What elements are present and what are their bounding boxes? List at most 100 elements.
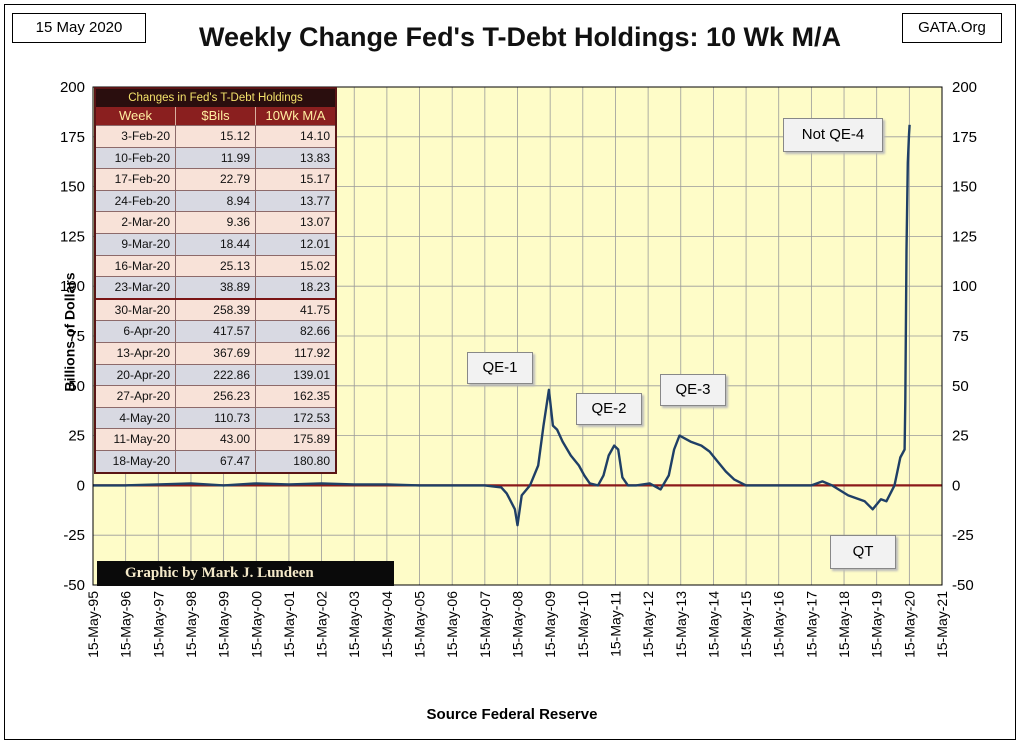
table-bils-cell: 43.00 [175,429,255,450]
table-week-cell: 2-Mar-20 [121,215,170,230]
table-bils-cell: 22.79 [175,169,255,190]
table-row: 17-Feb-20 22.79 15.17 [96,168,335,190]
y-tick-label-right: 125 [952,228,977,245]
table-bils-cell: 258.39 [175,299,255,321]
table-header-week: Week [119,108,152,123]
x-tick-label: 15-May-18 [836,591,852,658]
table-row: 16-Mar-20 25.13 15.02 [96,254,335,277]
holdings-table: Changes in Fed's T-Debt Holdings Week $B… [94,87,337,474]
y-tick-label-left: 100 [60,278,85,295]
x-tick-label: 15-May-13 [673,591,689,658]
table-week-cell: 24-Feb-20 [114,193,170,208]
table-row: 4-May-20 110.73 172.53 [96,406,335,429]
x-tick-label: 15-May-98 [183,591,199,658]
x-tick-label: 15-May-04 [379,591,395,658]
table-week-cell: 17-Feb-20 [114,172,170,187]
y-tick-label-right: 75 [952,328,969,345]
y-tick-label-right: -50 [952,577,974,594]
x-tick-label: 15-May-21 [934,591,950,658]
table-ma-cell: 13.83 [255,147,335,169]
table-week-cell: 11-May-20 [113,432,170,447]
x-axis-label: Source Federal Reserve [426,706,598,723]
x-tick-label: 15-May-20 [901,591,917,658]
x-tick-label: 15-May-10 [575,591,591,658]
table-bils-cell: 367.69 [175,342,255,364]
y-tick-label-right: 0 [952,477,960,494]
table-bils-cell: 222.86 [175,364,255,386]
x-tick-label: 15-May-12 [640,591,656,658]
table-ma-cell: 172.53 [255,407,335,429]
table-bils-cell: 110.73 [175,407,255,429]
y-tick-label-left: -25 [63,527,85,544]
table-bils-cell: 15.12 [175,126,255,147]
y-axis-label: Billions of Dollars [61,272,78,392]
table-week-cell: 3-Feb-20 [121,129,170,143]
table-row: 20-Apr-20 222.86 139.01 [96,363,335,386]
table-week-cell: 20-Apr-20 [116,367,170,382]
table-ma-cell: 117.92 [255,342,335,364]
table-row: 9-Mar-20 18.44 12.01 [96,232,335,255]
y-tick-label-left: 25 [68,428,85,445]
x-tick-label: 15-May-03 [346,591,362,658]
x-tick-label: 15-May-01 [281,591,297,658]
table-row: 24-Feb-20 8.94 13.77 [96,189,335,212]
y-tick-label-left: 75 [68,328,85,345]
site-label: GATA.Org [902,13,1002,43]
x-tick-label: 15-May-95 [85,591,101,658]
table-header-ma: 10Wk M/A [255,107,335,125]
table-bils-cell: 67.47 [175,450,255,472]
plot-area: -50 -50 -25 -25 0 0 25 25 50 50 75 75 100 100 125 125 15… [60,79,977,658]
table-row: 13-Apr-20 367.69 117.92 [96,341,335,364]
credit-label: Graphic by Mark J. Lundeen [97,561,394,586]
y-tick-label-left: -50 [63,577,85,594]
table-bils-cell: 417.57 [175,321,255,342]
table-ma-cell: 175.89 [255,429,335,450]
callout-qe2: QE-2 [576,393,642,425]
chart-title: Weekly Change Fed's T-Debt Holdings: 10 … [198,22,841,52]
callout-qe1: QE-1 [467,352,533,384]
table-ma-cell: 180.80 [255,450,335,472]
date-label: 15 May 2020 [12,13,146,43]
y-tick-label-right: 175 [952,129,977,146]
y-tick-label-left: 200 [60,79,85,96]
x-tick-label: 15-May-19 [869,591,885,658]
table-week-cell: 18-May-20 [112,453,170,468]
table-bils-cell: 25.13 [175,255,255,277]
callout-qe3: QE-3 [660,374,726,406]
series-line [93,124,911,527]
table-week-cell: 10-Feb-20 [114,150,170,165]
table-row: 6-Apr-20 417.57 82.66 [96,320,335,342]
table-week-cell: 16-Mar-20 [114,258,170,273]
y-tick-label-left: 50 [68,378,85,395]
table-ma-cell: 13.77 [255,190,335,212]
table-bils-cell: 11.99 [175,147,255,169]
table-row: 18-May-20 67.47 180.80 [96,449,335,472]
table-row: 27-Apr-20 256.23 162.35 [96,385,335,407]
y-tick-label-right: 150 [952,179,977,196]
table-week-cell: 6-Apr-20 [123,324,170,339]
x-tick-label: 15-May-02 [314,591,330,658]
table-week-cell: 4-May-20 [119,410,170,425]
table-ma-cell: 139.01 [255,364,335,386]
table-week-cell: 27-Apr-20 [116,389,170,404]
table-row: 23-Mar-20 38.89 18.23 [96,276,335,298]
table-row: 2-Mar-20 9.36 13.07 [96,211,335,233]
y-tick-label-left: 125 [60,228,85,245]
table-bils-cell: 9.36 [175,212,255,233]
plot-border [92,86,943,586]
y-tick-label-left: 150 [60,179,85,196]
y-tick-label-right: 25 [952,428,969,445]
y-tick-label-right: -25 [952,527,974,544]
x-tick-label: 15-May-14 [705,591,721,658]
x-tick-label: 15-May-07 [477,591,493,658]
table-row: 30-Mar-20 258.39 41.75 [96,297,335,321]
x-tick-label: 15-May-16 [771,591,787,658]
table-ma-cell: 82.66 [255,321,335,342]
table-header: Week $Bils 10Wk M/A [96,107,335,125]
table-row: 10-Feb-20 11.99 13.83 [96,146,335,169]
x-tick-label: 15-May-99 [216,591,232,658]
table-ma-cell: 162.35 [255,386,335,407]
callout-qe4: Not QE-4 [783,118,883,152]
y-tick-label-left: 0 [77,477,85,494]
